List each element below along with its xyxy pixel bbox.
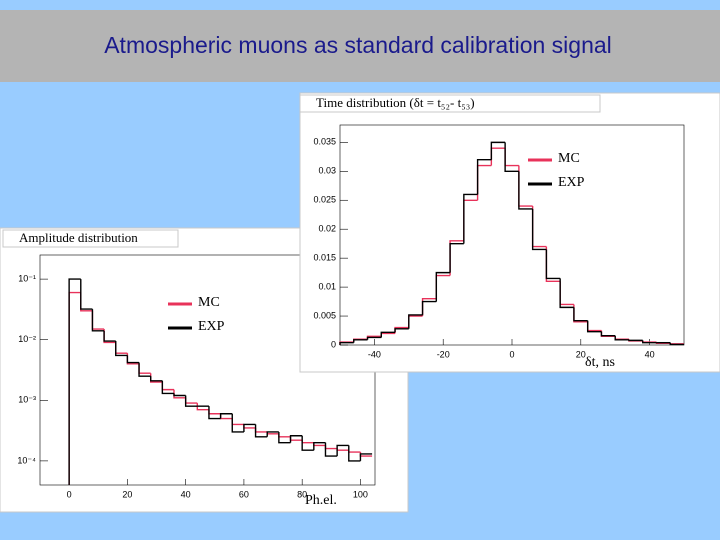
histogram-bin: [463, 193, 478, 244]
chart-title: Time distribution (δt = t₅₂- t₅₃): [316, 95, 475, 110]
histogram-bin: [353, 339, 368, 343]
histogram-bin: [115, 341, 128, 357]
histogram-bin: [476, 159, 492, 195]
x-tick-label: 20: [122, 489, 132, 499]
histogram-bin: [324, 442, 338, 457]
histogram-bin: [348, 445, 361, 462]
x-tick-label: 100: [353, 489, 368, 499]
histogram-bin: [531, 208, 547, 251]
y-tick-label: 10⁻³: [18, 395, 36, 405]
histogram-bin: [339, 341, 354, 345]
x-tick-label: 0: [67, 489, 72, 499]
header-bar: [0, 10, 720, 82]
histogram-bin: [518, 171, 533, 210]
title-box: [299, 94, 601, 113]
histogram-bin: [642, 340, 657, 344]
histogram-bin: [313, 441, 326, 451]
chart-title: Amplitude distribution: [19, 230, 138, 245]
histogram-bin: [586, 320, 602, 333]
histogram-bin: [173, 393, 186, 397]
histogram-bin: [208, 406, 221, 420]
y-tick-label: 0.03: [318, 166, 336, 176]
histogram-bin: [408, 314, 423, 329]
histogram-bin: [138, 362, 151, 377]
histogram-bin: [301, 435, 314, 451]
histogram-bin: [184, 395, 198, 407]
histogram-bin: [278, 431, 291, 444]
histogram-bin: [266, 431, 279, 437]
legend-label: EXP: [558, 175, 585, 190]
x-tick-label: 40: [181, 489, 191, 499]
y-tick-label: 0: [331, 339, 336, 349]
x-tick-label: 20: [576, 349, 586, 359]
slide-title: Atmospheric muons as standard calibratio…: [104, 32, 612, 58]
x-axis-label: δt, ns: [585, 355, 615, 370]
histogram-bin: [336, 444, 349, 457]
histogram-bin: [289, 435, 303, 443]
y-tick-label: 0.02: [318, 224, 336, 234]
histogram-bin: [573, 307, 588, 322]
histogram-bin: [449, 242, 464, 273]
histogram-bin: [103, 330, 116, 342]
histogram-bin: [669, 342, 684, 346]
x-tick-label: 0: [509, 349, 514, 359]
histogram-bin: [435, 271, 451, 302]
histogram-bin: [366, 336, 382, 340]
histogram-bin: [161, 380, 174, 395]
panel: [299, 92, 720, 373]
histogram-bin: [359, 453, 373, 461]
histogram-bin: [196, 403, 209, 411]
histogram-bin: [545, 249, 561, 280]
legend-label: EXP: [198, 319, 225, 334]
y-tick-label: 10⁻⁴: [17, 455, 36, 465]
y-tick-label: 10⁻¹: [18, 273, 36, 283]
legend-label: MC: [558, 151, 580, 166]
histogram-bin: [173, 389, 186, 399]
x-tick-label: 40: [645, 349, 655, 359]
y-tick-label: 0.01: [318, 281, 336, 291]
x-tick-label: -40: [368, 349, 381, 359]
x-tick-label: 60: [239, 489, 249, 499]
histogram-bin: [80, 279, 93, 310]
histogram-bin: [559, 278, 574, 309]
histogram-bin: [243, 423, 256, 432]
histogram-bin: [149, 376, 163, 382]
x-tick-label: -20: [437, 349, 450, 359]
y-tick-label: 0.005: [313, 310, 336, 320]
legend-label: MC: [198, 295, 220, 310]
x-tick-label: 80: [297, 489, 307, 499]
histogram-bin: [628, 339, 643, 342]
histogram-bin: [254, 424, 268, 438]
y-tick-label: 0.035: [313, 137, 336, 147]
histogram-bin: [490, 141, 506, 160]
histogram-bin: [421, 300, 437, 315]
y-tick-label: 0.025: [313, 195, 336, 205]
histogram-bin: [614, 335, 629, 341]
title-box: [2, 229, 179, 248]
y-tick-label: 0.015: [313, 253, 336, 263]
y-tick-label: 10⁻²: [18, 334, 36, 344]
histogram-bin: [68, 278, 81, 485]
histogram-bin: [394, 328, 409, 333]
histogram-bin: [149, 373, 163, 383]
histogram-bin: [126, 355, 140, 364]
histogram-bin: [600, 331, 616, 337]
histogram-bin: [91, 309, 105, 332]
histogram-bin: [231, 413, 244, 433]
histogram-bin: [504, 142, 519, 173]
x-axis-label: Ph.el.: [305, 493, 337, 508]
histogram-bin: [219, 413, 233, 419]
histogram-bin: [380, 331, 396, 338]
